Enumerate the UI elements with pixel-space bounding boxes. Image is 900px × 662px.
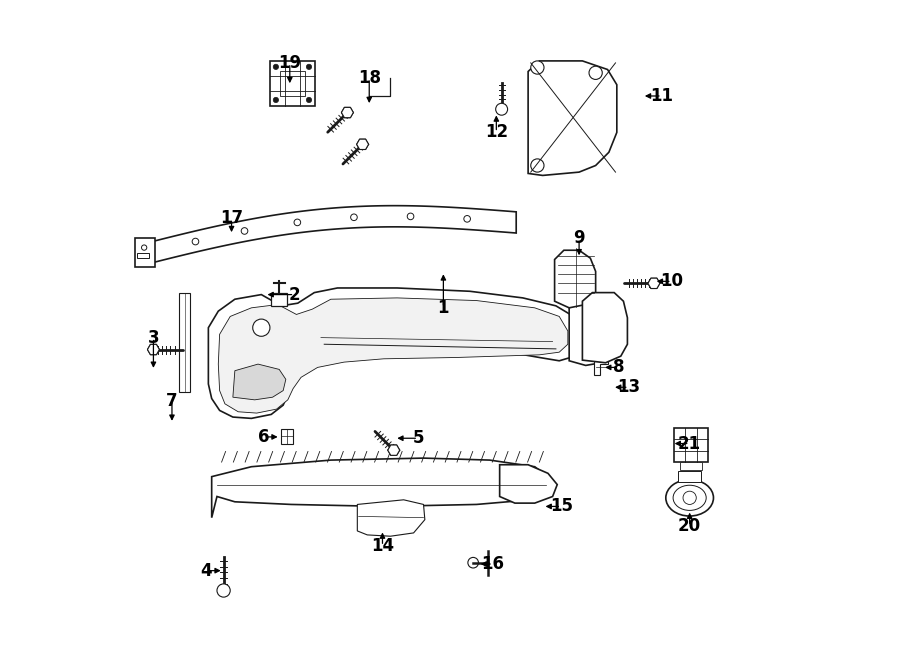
Text: 11: 11 [651, 87, 673, 105]
Circle shape [468, 557, 479, 568]
Circle shape [306, 64, 311, 70]
FancyBboxPatch shape [270, 61, 315, 106]
Circle shape [274, 97, 278, 103]
Polygon shape [582, 293, 627, 363]
Text: 17: 17 [220, 209, 243, 228]
Circle shape [531, 159, 544, 172]
Polygon shape [648, 278, 660, 289]
Text: 20: 20 [678, 517, 701, 536]
Polygon shape [356, 139, 369, 150]
Polygon shape [569, 299, 608, 365]
Text: 15: 15 [550, 497, 572, 516]
Polygon shape [388, 445, 400, 455]
Text: 3: 3 [148, 328, 159, 347]
Text: 10: 10 [661, 272, 683, 291]
Polygon shape [219, 298, 568, 413]
Text: 5: 5 [412, 429, 424, 448]
Polygon shape [341, 107, 354, 118]
Circle shape [496, 103, 508, 115]
FancyBboxPatch shape [680, 462, 702, 470]
Text: 13: 13 [617, 378, 640, 397]
Text: 6: 6 [257, 428, 269, 446]
FancyBboxPatch shape [137, 253, 148, 258]
Text: 21: 21 [678, 434, 701, 453]
Circle shape [193, 238, 199, 245]
Circle shape [274, 64, 278, 70]
Circle shape [294, 219, 301, 226]
Polygon shape [135, 238, 156, 267]
Polygon shape [178, 293, 191, 392]
Text: 18: 18 [357, 69, 381, 87]
Polygon shape [212, 458, 549, 518]
FancyBboxPatch shape [281, 429, 293, 444]
Polygon shape [554, 250, 596, 308]
Text: 9: 9 [573, 229, 585, 248]
Circle shape [306, 97, 311, 103]
Text: 16: 16 [482, 555, 505, 573]
Polygon shape [233, 364, 286, 400]
Text: 4: 4 [201, 561, 212, 580]
Polygon shape [148, 344, 159, 355]
Circle shape [531, 61, 544, 74]
FancyBboxPatch shape [280, 71, 305, 96]
FancyBboxPatch shape [271, 293, 287, 306]
Polygon shape [209, 288, 582, 418]
Circle shape [241, 228, 248, 234]
Circle shape [253, 319, 270, 336]
Polygon shape [594, 360, 608, 375]
Ellipse shape [666, 479, 714, 516]
Circle shape [464, 216, 471, 222]
Polygon shape [357, 500, 425, 536]
Ellipse shape [673, 485, 707, 510]
Text: 1: 1 [437, 299, 449, 317]
Circle shape [217, 584, 230, 597]
Text: 12: 12 [485, 123, 508, 142]
Circle shape [351, 214, 357, 220]
Polygon shape [139, 206, 517, 266]
Text: 19: 19 [278, 54, 302, 72]
Circle shape [683, 491, 697, 504]
Text: 14: 14 [371, 537, 394, 555]
Circle shape [407, 213, 414, 220]
Text: 8: 8 [613, 358, 625, 377]
Text: 7: 7 [166, 391, 178, 410]
Circle shape [589, 66, 602, 79]
Polygon shape [528, 61, 616, 175]
FancyBboxPatch shape [679, 471, 701, 482]
Circle shape [141, 245, 147, 250]
Polygon shape [500, 465, 557, 503]
Text: 2: 2 [289, 285, 301, 304]
FancyBboxPatch shape [674, 428, 708, 462]
